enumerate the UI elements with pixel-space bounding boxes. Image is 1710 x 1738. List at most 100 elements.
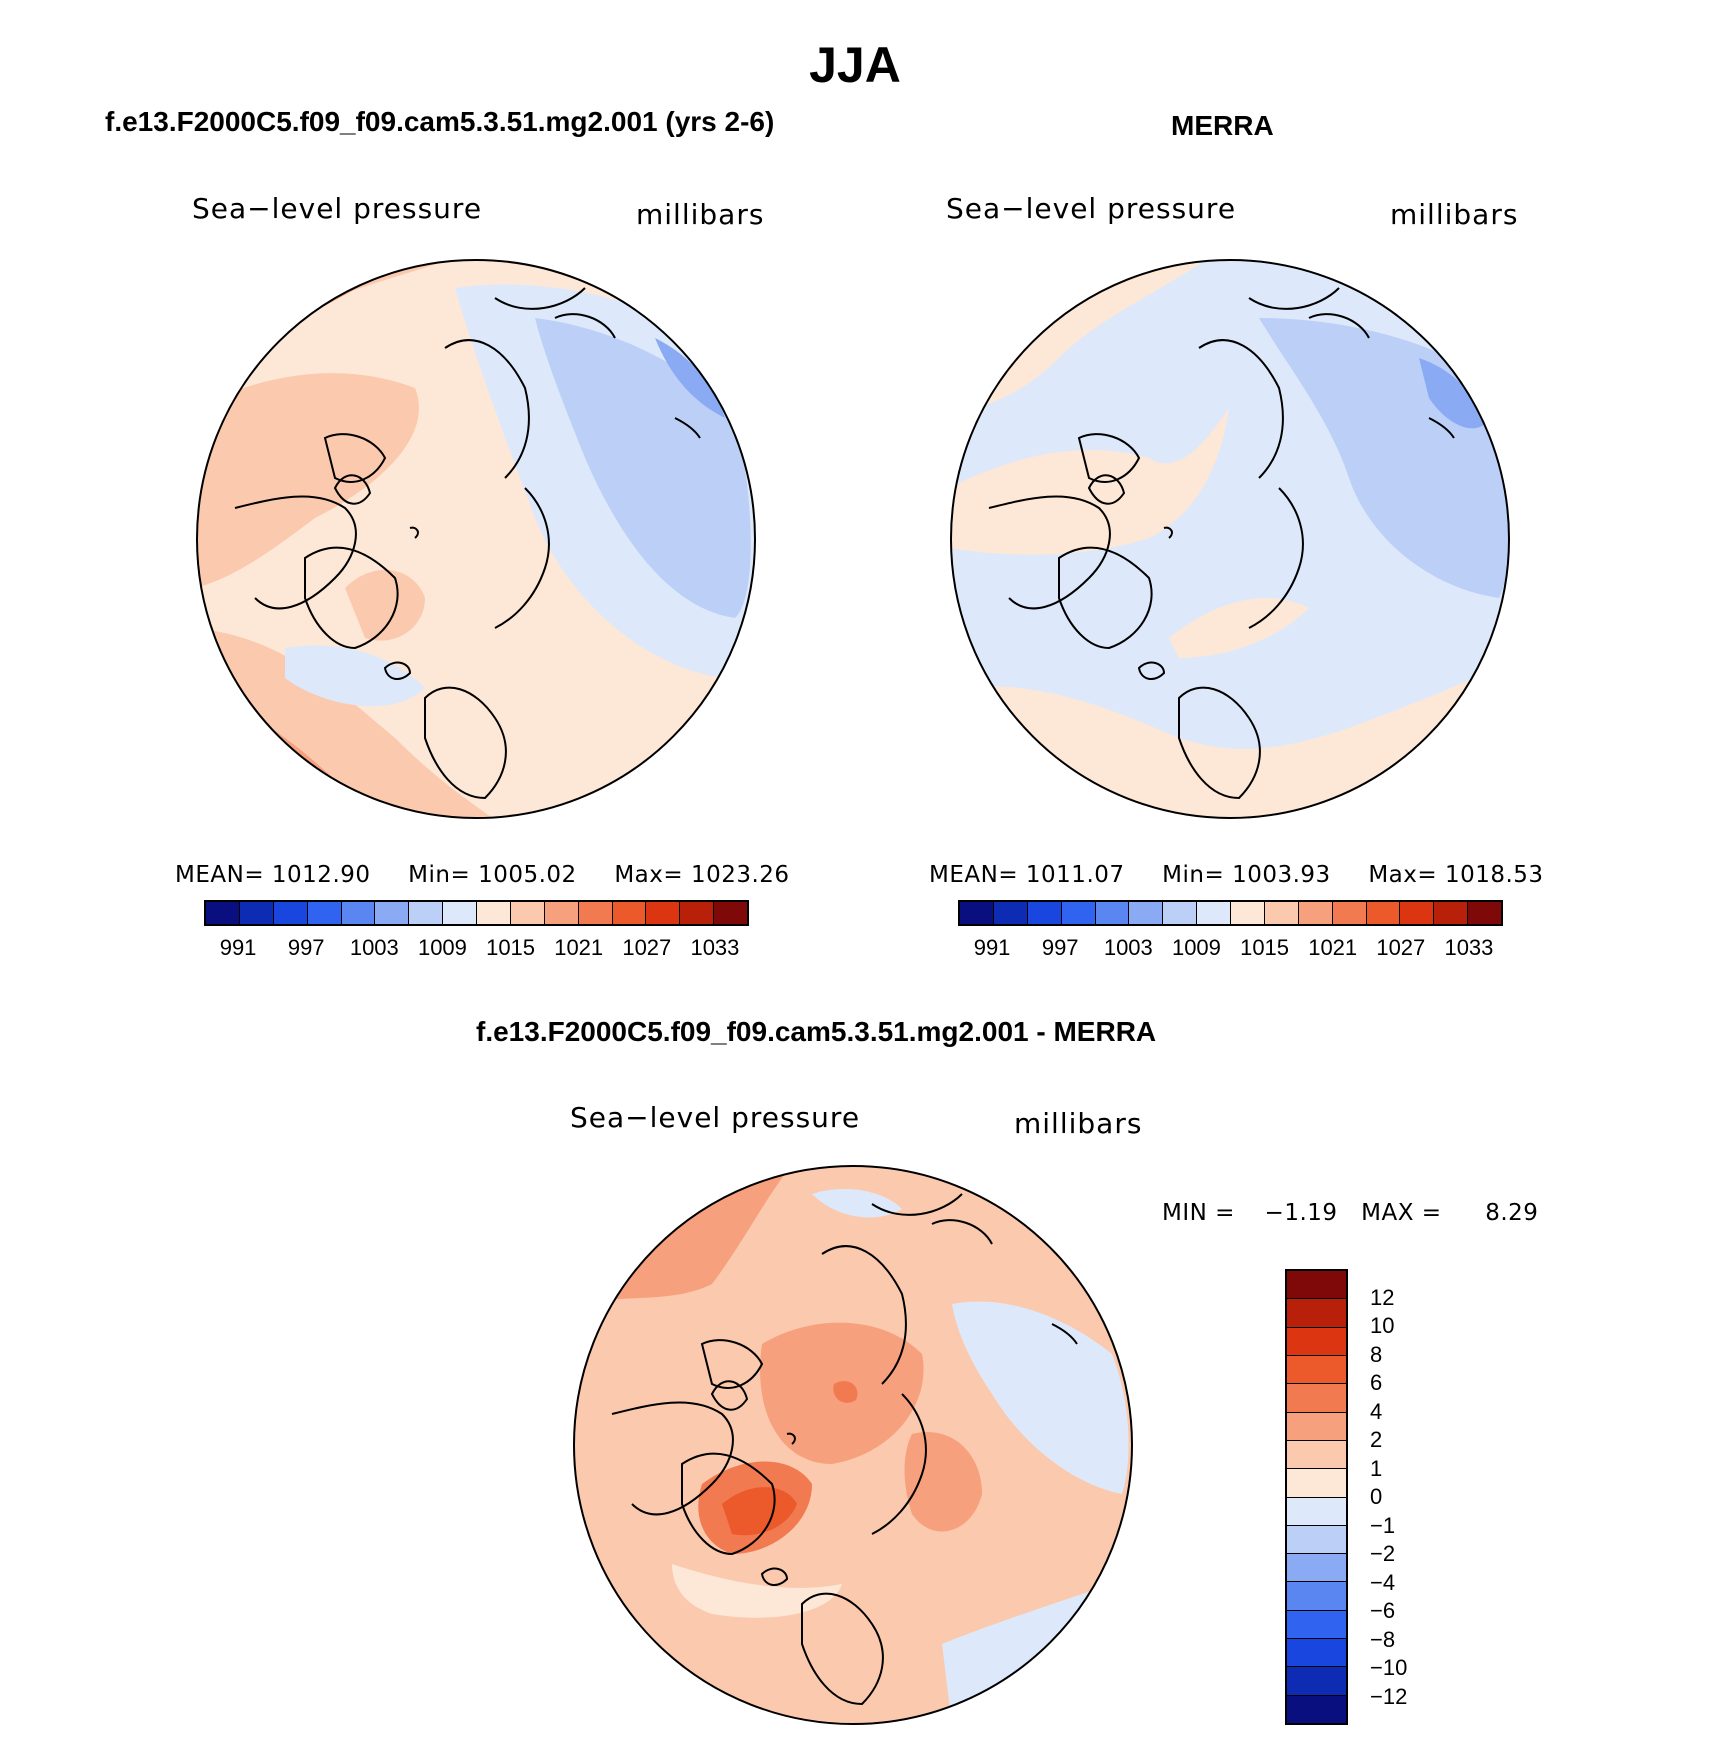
obs-colorbar-tick-label: 1021: [1308, 935, 1358, 960]
model-colorbar-swatch: [409, 902, 444, 924]
diff-colorbar-swatch: [1287, 1582, 1346, 1611]
diff-colorbar-swatch: [1287, 1554, 1346, 1583]
diff-colorbar-tick-label: −10: [1370, 1655, 1408, 1680]
model-panel-title: f.e13.F2000C5.f09_f09.cam5.3.51.mg2.001 …: [105, 106, 775, 137]
model-field-siberia-low-center: [655, 338, 725, 418]
model-field-canada-band: [197, 373, 419, 588]
model-colorbar-swatch: [375, 902, 410, 924]
diff-colorbar-swatch: [1287, 1412, 1346, 1441]
model-colorbar-swatch: [307, 902, 342, 924]
obs-units-label: millibars: [1390, 198, 1519, 231]
diff-colorbar-tick-label: 1: [1370, 1455, 1383, 1481]
model-variable-label: Sea−level pressure: [192, 192, 483, 225]
obs-max-label: Max=: [1368, 862, 1438, 888]
obs-colorbar-swatch: [960, 902, 994, 924]
obs-colorbar-tick-label: 991: [973, 935, 1011, 960]
diff-colorbar-tick-label: 2: [1370, 1427, 1383, 1452]
obs-colorbar-tick-label: 997: [1041, 935, 1079, 960]
main-title: JJA: [809, 37, 901, 93]
diff-colorbar-tick-label: 12: [1370, 1284, 1395, 1310]
model-mean-label: MEAN=: [175, 862, 265, 888]
model-colorbar-tick-label: 997: [287, 935, 325, 960]
model-colorbar-swatch: [714, 902, 747, 924]
diff-colorbar-swatch: [1287, 1469, 1346, 1498]
obs-colorbar-swatch: [993, 902, 1028, 924]
obs-panel-title: MERRA: [1171, 110, 1274, 141]
model-coastlines: [234, 287, 701, 800]
diff-min-label: MIN =: [1162, 1200, 1235, 1226]
obs-field-canada-ridge: [951, 408, 1229, 555]
obs-colorbar-swatch: [1061, 902, 1096, 924]
obs-colorbar-swatch: [1129, 902, 1164, 924]
diff-field-north-atlantic: [672, 1564, 842, 1618]
diff-variable-label: Sea−level pressure: [570, 1101, 861, 1134]
model-colorbar-tick-label: 1003: [349, 935, 399, 960]
obs-colorbar-tick-label: 1015: [1240, 935, 1290, 960]
model-colorbar: [204, 900, 749, 926]
diff-colorbar-swatch: [1287, 1384, 1346, 1413]
model-colorbar-tick-label: 1021: [554, 935, 604, 960]
diff-max-label: MAX =: [1361, 1200, 1442, 1226]
obs-min-value: 1003.93: [1232, 862, 1331, 888]
model-colorbar-swatch: [578, 902, 613, 924]
diff-colorbar-swatch: [1287, 1355, 1346, 1385]
diff-colorbar: [1285, 1269, 1348, 1725]
obs-colorbar-swatch: [1264, 902, 1299, 924]
diff-polar-map: [573, 1165, 1133, 1725]
diff-colorbar-swatch: [1287, 1525, 1346, 1555]
model-min-value: 1005.02: [478, 862, 577, 888]
diff-colorbar-tick-label: 0: [1370, 1484, 1383, 1509]
obs-colorbar-swatch: [1298, 902, 1333, 924]
obs-colorbar-swatch: [1163, 902, 1198, 924]
diff-max-value: 8.29: [1485, 1200, 1539, 1226]
model-colorbar-swatch: [206, 902, 240, 924]
obs-colorbar-swatch: [1434, 902, 1469, 924]
diff-colorbar-swatch: [1287, 1639, 1346, 1668]
obs-coastlines: [988, 287, 1455, 800]
diff-stats: MIN = −1.19 MAX = 8.29: [1162, 1200, 1538, 1226]
model-field-icelandic-low: [285, 645, 425, 707]
model-colorbar-tick-label: 991: [219, 935, 257, 960]
diff-colorbar-swatch: [1287, 1271, 1346, 1300]
diff-colorbar-tick-label: 4: [1370, 1398, 1383, 1424]
diff-field-greenland-core: [722, 1487, 797, 1536]
model-colorbar-swatch: [341, 902, 376, 924]
diff-colorbar-tick-label: 6: [1370, 1370, 1383, 1395]
model-max-label: Max=: [614, 862, 684, 888]
obs-colorbar-swatch: [1095, 902, 1130, 924]
obs-polar-map: [950, 259, 1510, 819]
model-map-border: [196, 259, 756, 819]
model-max-value: 1023.26: [690, 862, 790, 888]
diff-field-scandinavia-positive: [904, 1432, 982, 1532]
diff-colorbar-tick-label: −2: [1370, 1541, 1396, 1566]
obs-colorbar-swatch: [1366, 902, 1401, 924]
model-colorbar-swatch: [273, 902, 308, 924]
obs-mean-value: 1011.07: [1025, 862, 1125, 888]
model-colorbar-swatch: [239, 902, 274, 924]
diff-colorbar-swatch: [1287, 1440, 1346, 1470]
model-colorbar-tick-label: 1027: [622, 935, 672, 960]
diff-colorbar-tick-label: −4: [1370, 1569, 1396, 1595]
obs-colorbar-tick-label: 1003: [1103, 935, 1153, 960]
obs-stats: MEAN= 1011.07 Min= 1003.93 Max= 1018.53: [929, 862, 1544, 888]
obs-colorbar-swatch: [1027, 902, 1062, 924]
model-colorbar-tick-label: 1033: [690, 935, 740, 960]
obs-mean-label: MEAN=: [929, 862, 1019, 888]
diff-min-value: −1.19: [1264, 1200, 1338, 1226]
model-colorbar-tick-label: 1015: [486, 935, 536, 960]
diff-field-siberia-negative: [952, 1301, 1129, 1494]
model-colorbar-swatch: [443, 902, 477, 924]
obs-variable-label: Sea−level pressure: [946, 192, 1237, 225]
diff-colorbar-swatch: [1287, 1667, 1346, 1696]
model-mean-value: 1012.90: [271, 862, 371, 888]
model-units-label: millibars: [636, 198, 765, 231]
diff-field-bering-negative: [812, 1189, 902, 1218]
obs-colorbar-swatch: [1400, 902, 1435, 924]
obs-colorbar: [958, 900, 1503, 926]
obs-colorbar-swatch: [1468, 902, 1501, 924]
diff-colorbar-tick-label: −6: [1370, 1598, 1396, 1623]
diff-field-arctic-center: [833, 1381, 858, 1403]
obs-field-siberia-low-center: [1419, 358, 1489, 429]
model-colorbar-swatch: [646, 902, 681, 924]
obs-colorbar-tick-label: 1033: [1444, 935, 1494, 960]
